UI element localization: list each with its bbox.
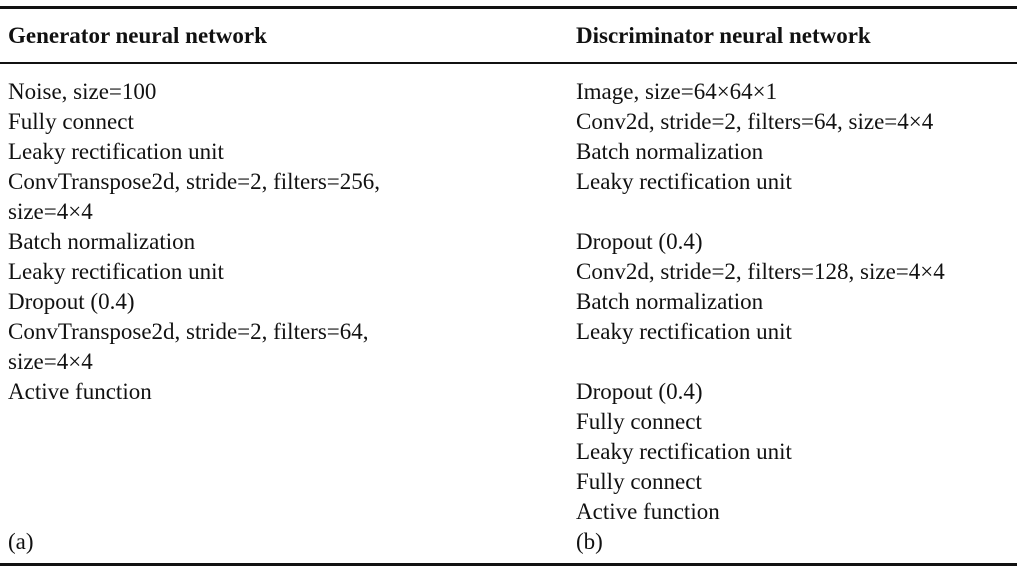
generator-layer: Dropout (0.4) xyxy=(8,289,135,314)
generator-layer: Active function xyxy=(8,379,152,404)
generator-layer: Fully connect xyxy=(8,109,134,134)
table-bottom-rule xyxy=(0,563,1017,566)
discriminator-heading: Discriminator neural network xyxy=(576,23,871,48)
generator-layer-list: Noise, size=100 Fully connect Leaky rect… xyxy=(8,77,508,407)
table-top-rule xyxy=(0,6,1017,9)
discriminator-layer: Dropout (0.4) xyxy=(576,229,703,254)
discriminator-spacer xyxy=(576,347,1016,377)
generator-layer: ConvTranspose2d, stride=2, filters=256, xyxy=(8,169,380,194)
discriminator-layer: Leaky rectification unit xyxy=(576,169,792,194)
discriminator-layer: Leaky rectification unit xyxy=(576,439,792,464)
table-header-rule xyxy=(0,62,1017,64)
discriminator-layer: Conv2d, stride=2, filters=64, size=4×4 xyxy=(576,109,934,134)
generator-layer: Leaky rectification unit xyxy=(8,139,224,164)
panel-label-a: (a) xyxy=(8,529,34,554)
generator-layer: size=4×4 xyxy=(8,199,93,224)
discriminator-layer: Batch normalization xyxy=(576,289,764,314)
panel-label-b: (b) xyxy=(576,529,603,554)
discriminator-spacer xyxy=(576,197,1016,227)
discriminator-layer: Fully connect xyxy=(576,409,702,434)
discriminator-layer: Active function xyxy=(576,499,720,524)
discriminator-layer: Fully connect xyxy=(576,469,702,494)
generator-layer: Leaky rectification unit xyxy=(8,259,224,284)
generator-layer: Batch normalization xyxy=(8,229,196,254)
generator-heading: Generator neural network xyxy=(8,23,267,48)
discriminator-layer: Dropout (0.4) xyxy=(576,379,703,404)
generator-layer: size=4×4 xyxy=(8,349,93,374)
discriminator-layer: Image, size=64×64×1 xyxy=(576,79,778,104)
discriminator-layer-list: Image, size=64×64×1 Conv2d, stride=2, fi… xyxy=(576,77,1016,527)
discriminator-layer: Batch normalization xyxy=(576,139,764,164)
generator-layer: ConvTranspose2d, stride=2, filters=64, xyxy=(8,319,369,344)
discriminator-layer: Leaky rectification unit xyxy=(576,319,792,344)
generator-layer: Noise, size=100 xyxy=(8,79,157,104)
discriminator-layer: Conv2d, stride=2, filters=128, size=4×4 xyxy=(576,259,945,284)
